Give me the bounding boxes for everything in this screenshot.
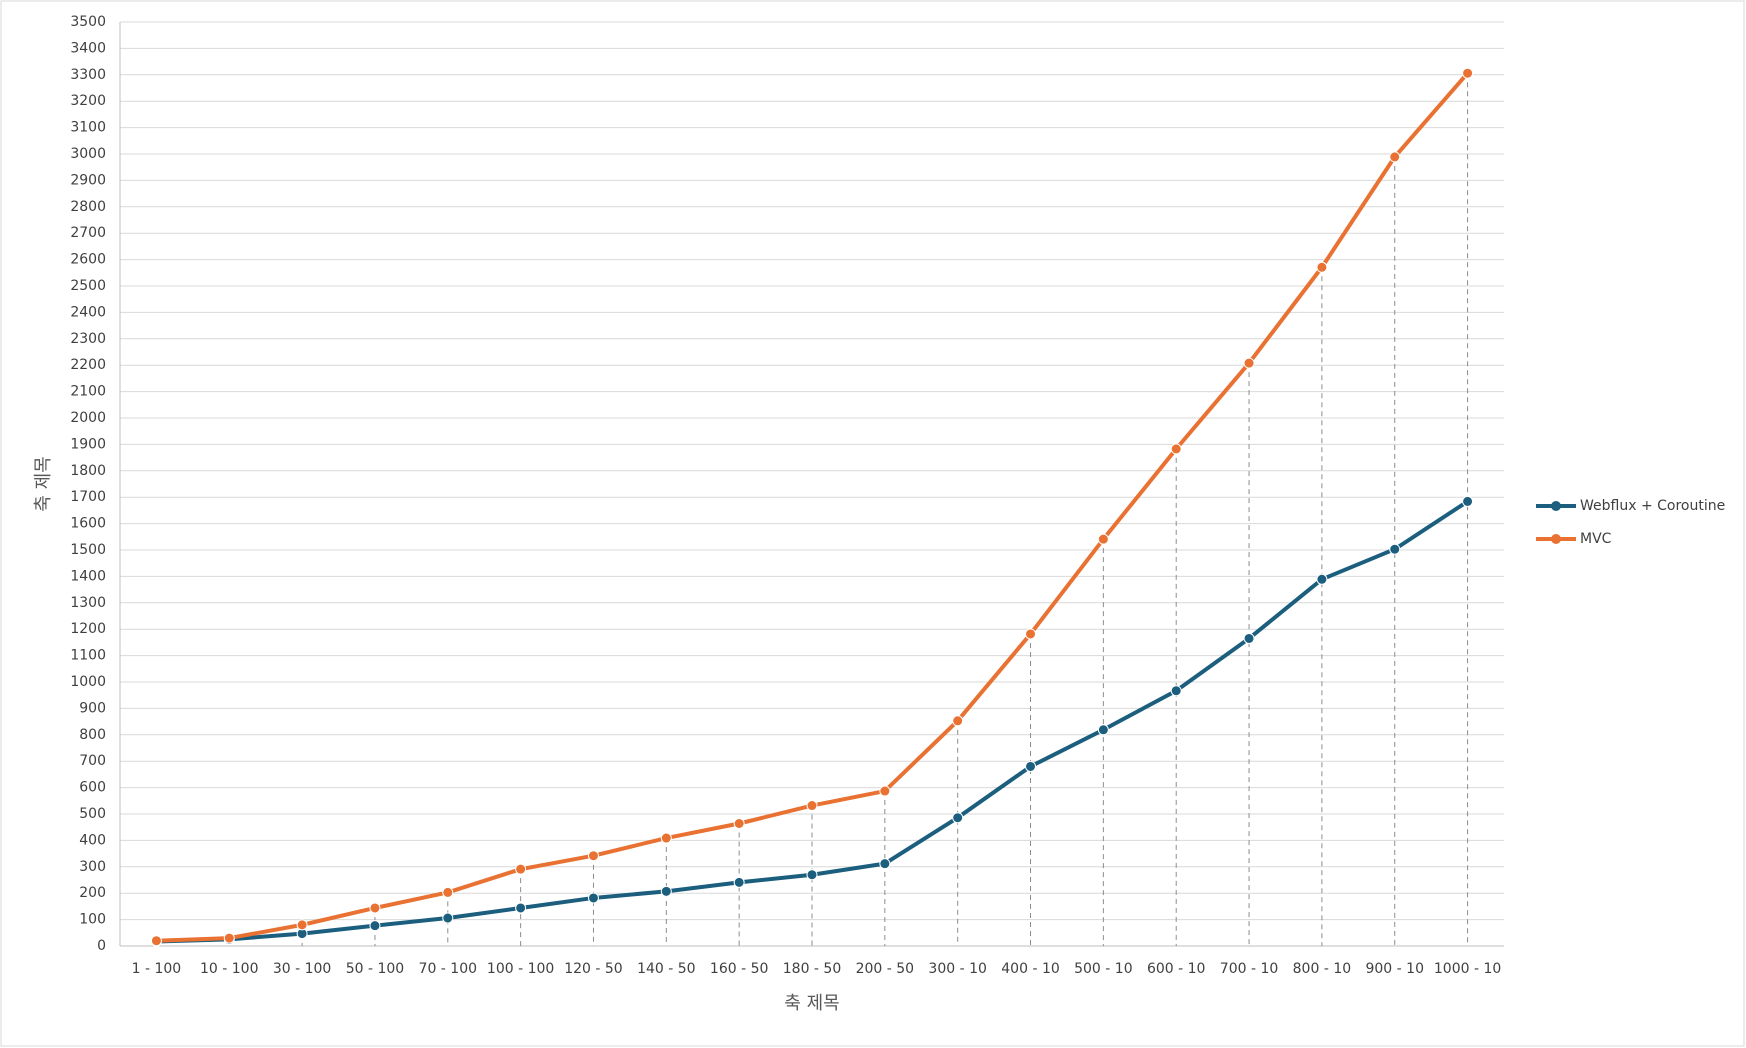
data-point <box>806 800 818 812</box>
data-point <box>879 858 891 870</box>
data-point <box>1389 543 1401 555</box>
y-tick-label: 700 <box>79 753 106 769</box>
y-tick-label: 3100 <box>70 120 106 136</box>
y-tick-label: 100 <box>79 912 106 928</box>
y-tick-label: 2200 <box>70 357 106 373</box>
data-point <box>1316 261 1328 273</box>
data-point <box>1025 628 1037 640</box>
x-tick-label: 900 - 10 <box>1365 961 1424 977</box>
y-tick-label: 1700 <box>70 489 106 505</box>
y-tick-label: 3200 <box>70 93 106 109</box>
y-tick-label: 1600 <box>70 516 106 532</box>
data-point <box>442 912 454 924</box>
data-point <box>296 919 308 931</box>
y-tick-label: 200 <box>79 885 106 901</box>
legend-marker <box>1551 501 1561 511</box>
data-point <box>442 886 454 898</box>
data-point <box>952 812 964 824</box>
y-tick-label: 2400 <box>70 304 106 320</box>
y-tick-label: 400 <box>79 832 106 848</box>
data-point <box>223 932 235 944</box>
y-tick-label: 500 <box>79 806 106 822</box>
y-tick-label: 1100 <box>70 648 106 664</box>
x-tick-label: 600 - 10 <box>1147 961 1206 977</box>
data-point <box>587 850 599 862</box>
data-point <box>1389 151 1401 163</box>
y-tick-label: 1000 <box>70 674 106 690</box>
y-tick-label: 1500 <box>70 542 106 558</box>
data-point <box>1025 760 1037 772</box>
data-point <box>806 869 818 881</box>
y-tick-label: 3000 <box>70 146 106 162</box>
y-tick-label: 3400 <box>70 40 106 56</box>
y-tick-label: 1400 <box>70 568 106 584</box>
y-tick-label: 900 <box>79 700 106 716</box>
y-tick-label: 1300 <box>70 595 106 611</box>
data-point <box>369 902 381 914</box>
y-tick-label: 800 <box>79 727 106 743</box>
data-point <box>660 832 672 844</box>
x-tick-label: 120 - 50 <box>564 961 623 977</box>
y-axis-title: 축 제목 <box>33 456 54 511</box>
x-tick-label: 50 - 100 <box>346 961 405 977</box>
data-point <box>150 935 162 947</box>
x-tick-label: 300 - 10 <box>928 961 987 977</box>
y-tick-label: 1900 <box>70 436 106 452</box>
data-point <box>1170 443 1182 455</box>
data-point <box>1316 573 1328 585</box>
data-point <box>952 715 964 727</box>
y-tick-label: 1200 <box>70 621 106 637</box>
y-tick-label: 2900 <box>70 172 106 188</box>
y-tick-label: 0 <box>97 938 106 954</box>
data-point <box>1097 724 1109 736</box>
y-tick-label: 600 <box>79 780 106 796</box>
x-tick-label: 1000 - 10 <box>1434 961 1501 977</box>
x-tick-label: 1 - 100 <box>132 961 182 977</box>
data-point <box>1243 632 1255 644</box>
x-axis-title: 축 제목 <box>784 993 839 1014</box>
data-point <box>1462 495 1474 507</box>
data-point <box>660 885 672 897</box>
data-point <box>515 902 527 914</box>
x-tick-label: 200 - 50 <box>856 961 915 977</box>
x-tick-label: 100 - 100 <box>487 961 554 977</box>
y-tick-label: 2600 <box>70 252 106 268</box>
x-tick-label: 700 - 10 <box>1220 961 1279 977</box>
data-point <box>515 863 527 875</box>
y-tick-label: 2700 <box>70 225 106 241</box>
x-tick-label: 800 - 10 <box>1293 961 1352 977</box>
legend-marker <box>1551 534 1561 544</box>
y-tick-label: 3300 <box>70 67 106 83</box>
data-point <box>1243 357 1255 369</box>
y-tick-label: 2500 <box>70 278 106 294</box>
data-point <box>369 920 381 932</box>
y-tick-label: 300 <box>79 859 106 875</box>
data-point <box>733 876 745 888</box>
y-tick-label: 2100 <box>70 384 106 400</box>
x-tick-label: 500 - 10 <box>1074 961 1133 977</box>
data-point <box>587 892 599 904</box>
legend-label: MVC <box>1580 531 1612 547</box>
y-tick-label: 1800 <box>70 463 106 479</box>
data-point <box>1462 67 1474 79</box>
x-tick-label: 140 - 50 <box>637 961 696 977</box>
y-tick-label: 2300 <box>70 331 106 347</box>
x-tick-label: 180 - 50 <box>783 961 842 977</box>
y-tick-label: 2800 <box>70 199 106 215</box>
data-point <box>1170 685 1182 697</box>
data-point <box>733 818 745 830</box>
x-tick-label: 400 - 10 <box>1001 961 1060 977</box>
data-point <box>1097 533 1109 545</box>
y-tick-label: 2000 <box>70 410 106 426</box>
data-point <box>879 785 891 797</box>
legend-label: Webflux + Coroutine <box>1580 498 1725 514</box>
x-tick-label: 160 - 50 <box>710 961 769 977</box>
x-tick-label: 70 - 100 <box>419 961 478 977</box>
x-tick-label: 10 - 100 <box>200 961 259 977</box>
y-tick-label: 3500 <box>70 14 106 30</box>
x-tick-label: 30 - 100 <box>273 961 332 977</box>
